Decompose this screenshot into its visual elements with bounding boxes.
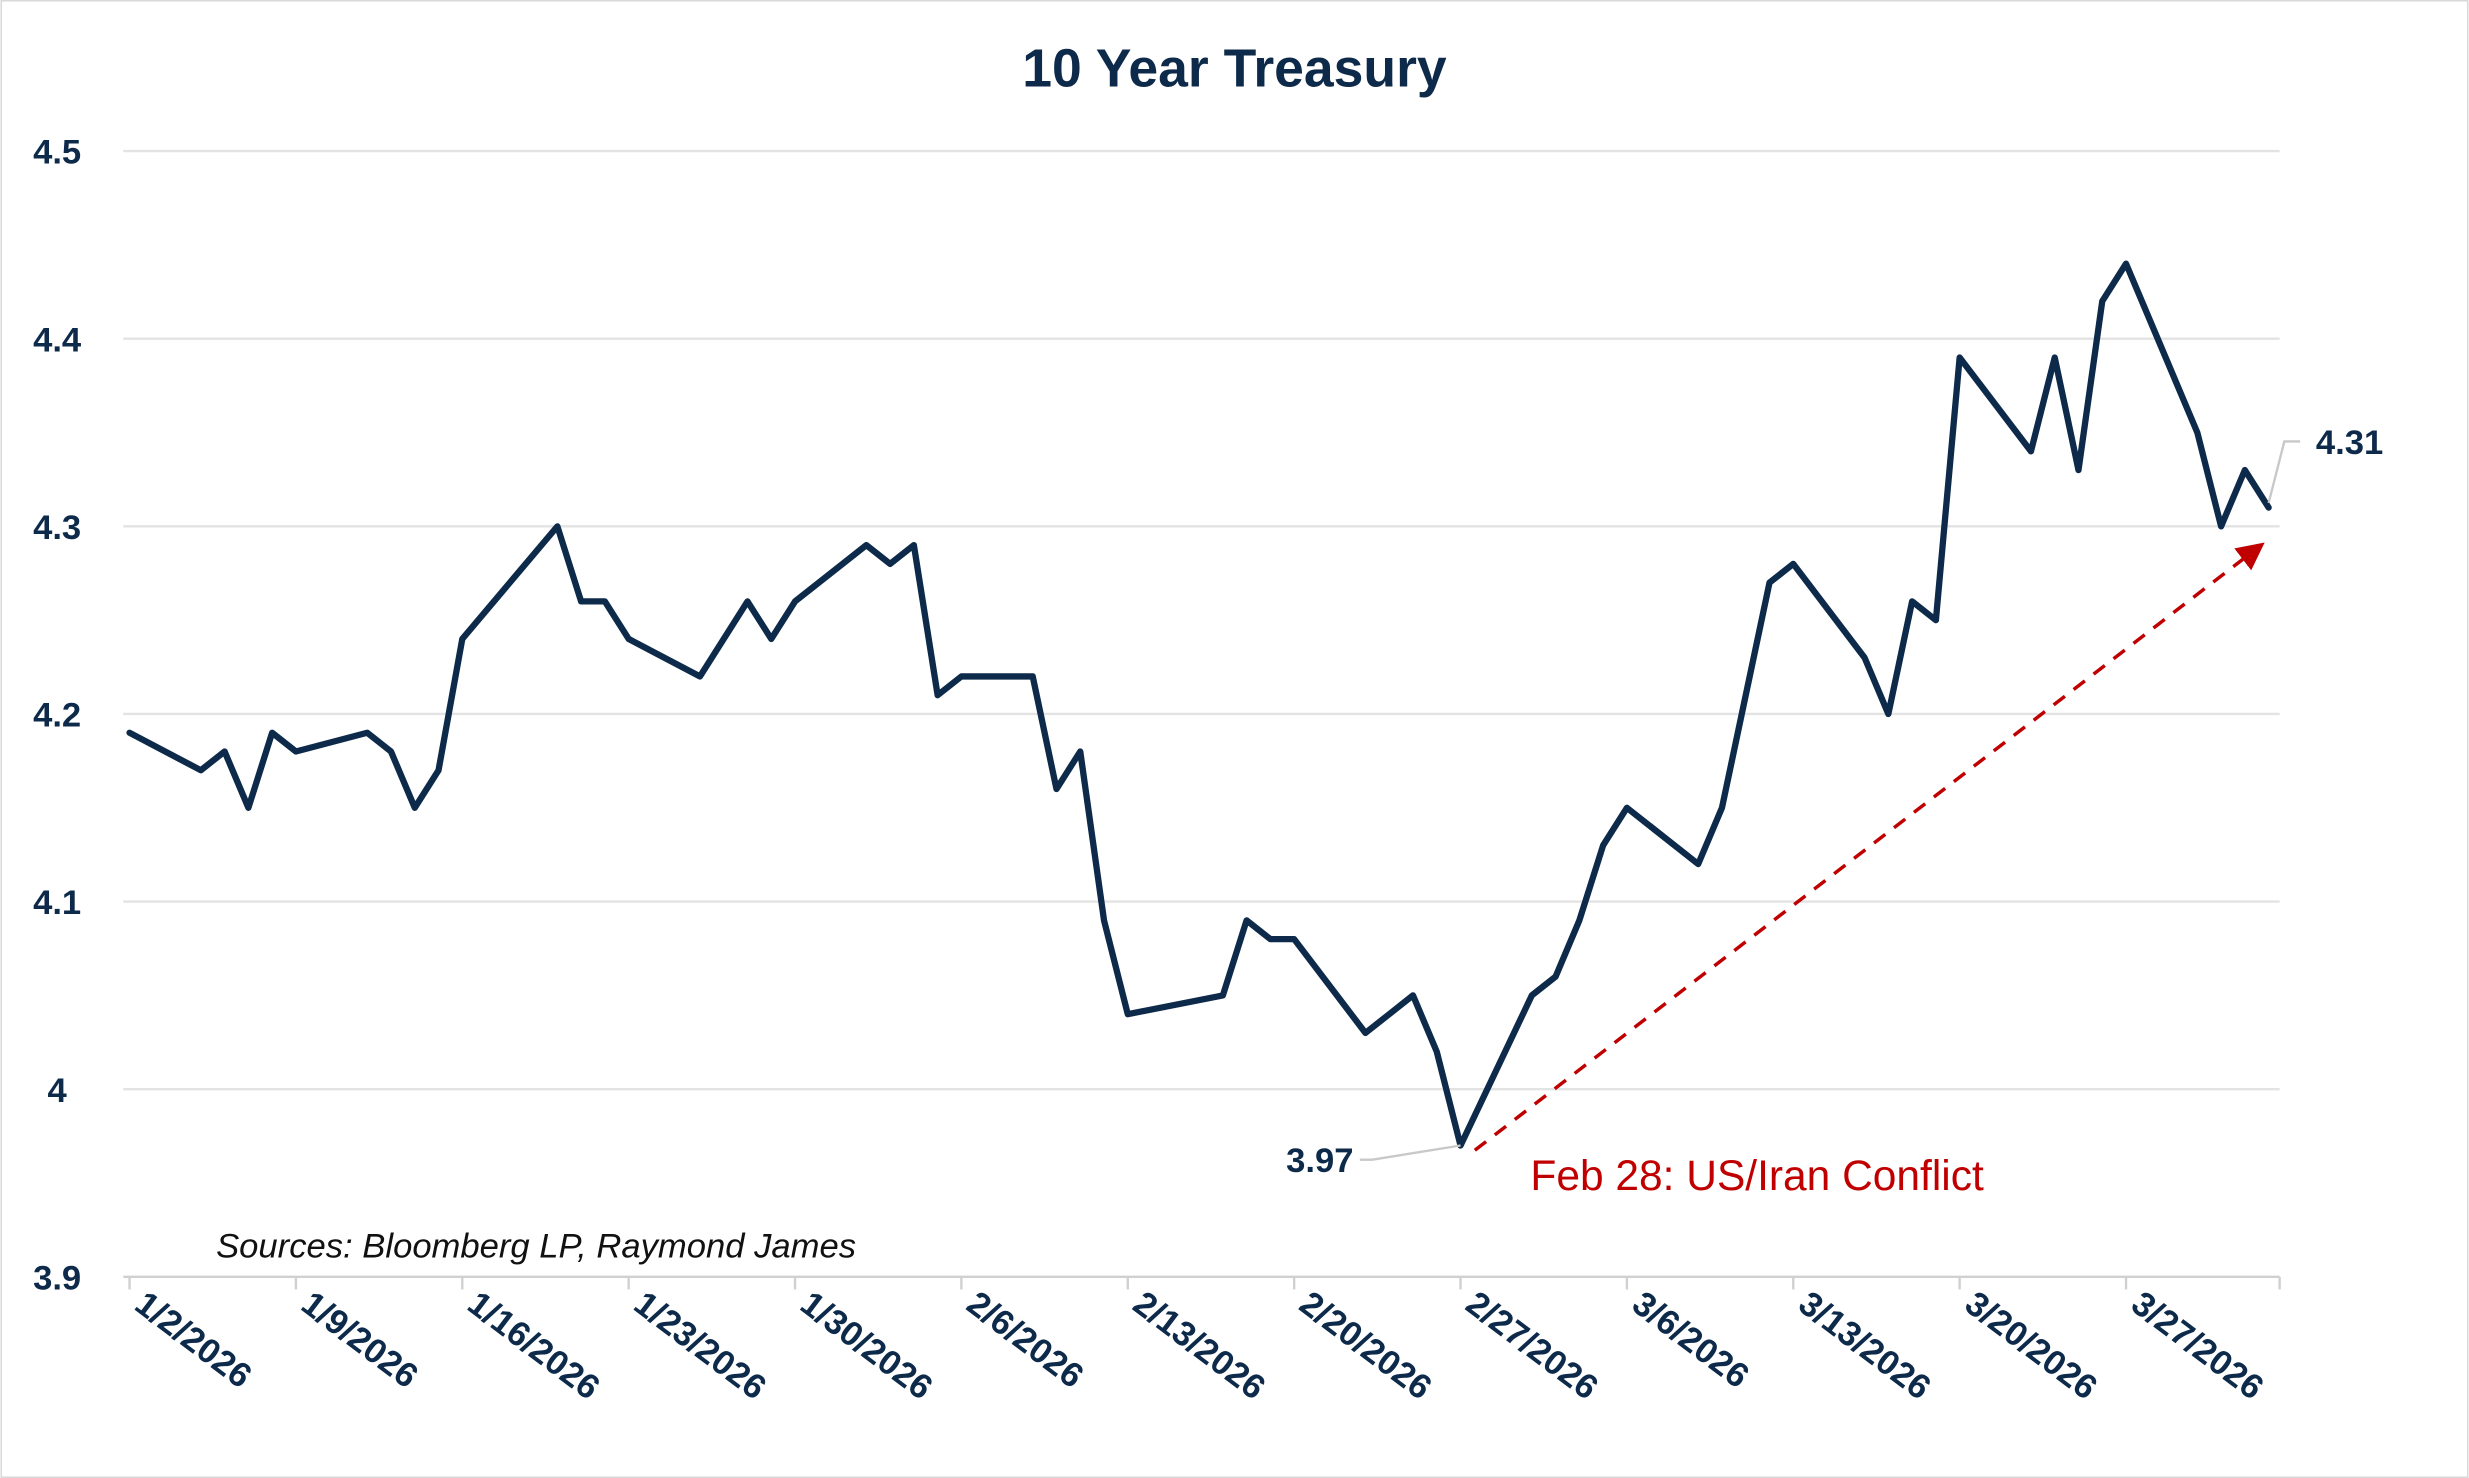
y-tick-label: 4.2 [33, 697, 81, 735]
series-line [126, 260, 2272, 1149]
y-tick-label: 4 [48, 1072, 68, 1110]
annotation-text: Feb 28: US/Iran Conflict [1530, 1153, 1984, 1200]
y-tick-label: 4.3 [33, 509, 81, 547]
annotations: Feb 28: US/Iran Conflict [1473, 542, 2265, 1200]
y-axis: 4.5 4.4 4.3 4.2 4.1 4 3.9 [33, 134, 82, 1298]
leader-line [1359, 1144, 1461, 1161]
leader-line [2267, 440, 2301, 504]
source-note: Sources: Bloomberg LP, Raymond James [216, 1228, 856, 1266]
y-tick-label: 4.4 [33, 321, 82, 359]
y-tick-label: 4.1 [33, 884, 81, 922]
y-tick-label: 4.5 [33, 134, 81, 172]
data-labels: 3.97 4.31 [1286, 424, 2383, 1180]
gridlines [123, 149, 2280, 1279]
chart-title: 10 Year Treasury [1022, 40, 1447, 99]
trend-arrow [1473, 542, 2265, 1152]
data-label-last: 4.31 [2316, 424, 2383, 462]
data-label-min: 3.97 [1286, 1142, 1353, 1180]
y-tick-label: 3.9 [33, 1259, 81, 1297]
treasury-yield-line [126, 260, 2272, 1149]
